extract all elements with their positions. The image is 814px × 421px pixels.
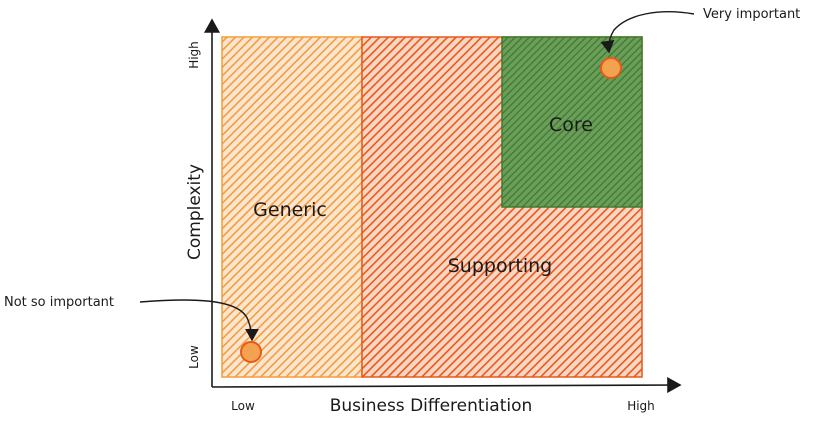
- very-important-label: Very important: [703, 7, 800, 22]
- y-high-label: High: [187, 41, 201, 69]
- y-low-label: Low: [187, 345, 201, 369]
- x-high-label: High: [627, 399, 655, 413]
- core-label: Core: [549, 114, 593, 136]
- not-so-important-arrow: [139, 299, 259, 342]
- generic-region: [221, 36, 363, 378]
- x-axis: [211, 377, 682, 394]
- supporting-label: Supporting: [448, 255, 553, 277]
- x-low-label: Low: [231, 399, 255, 413]
- generic-label: Generic: [253, 199, 327, 221]
- x-axis-title: Business Differentiation: [330, 396, 533, 416]
- high-importance-marker: [600, 57, 622, 79]
- y-axis-title: Complexity: [185, 164, 205, 260]
- not-so-important-label: Not so important: [4, 295, 114, 310]
- very-important-arrow: [600, 11, 695, 54]
- low-importance-marker: [240, 341, 262, 363]
